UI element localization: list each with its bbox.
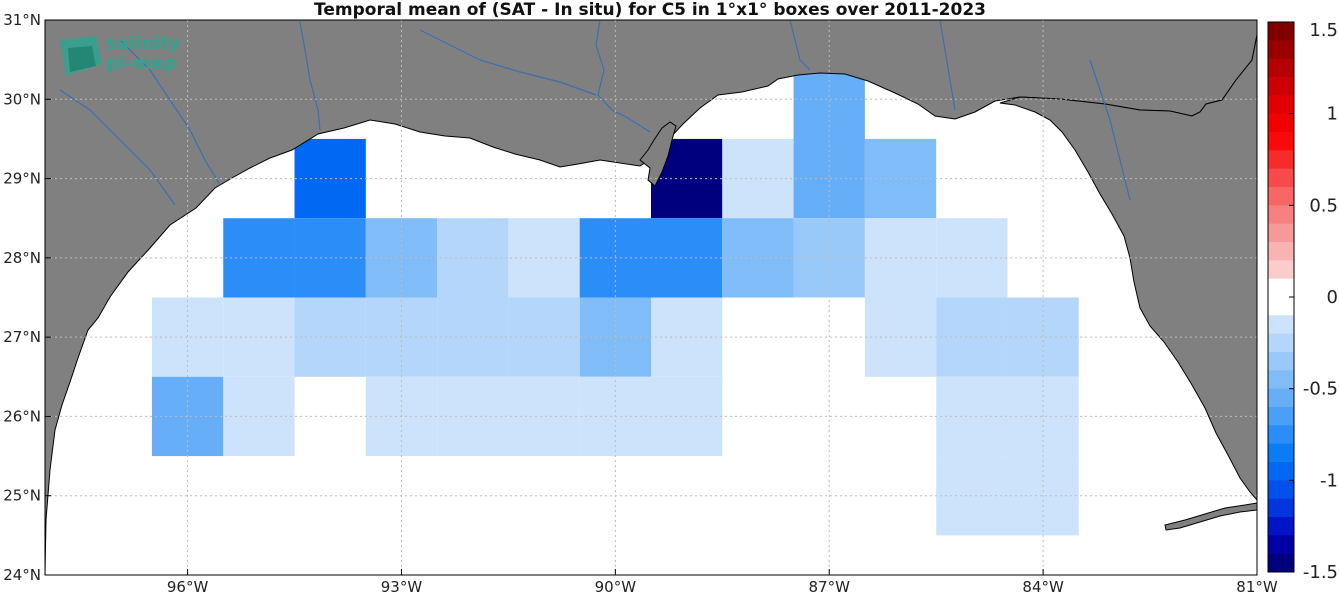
colorbar-tick-label: 0.5: [1309, 195, 1338, 216]
heatmap-cell: [223, 218, 295, 298]
colorbar-swatch: [1268, 22, 1294, 41]
colorbar-swatch: [1268, 113, 1294, 133]
colorbar-swatch: [1268, 388, 1294, 408]
land-mississippi-delta: [639, 121, 677, 187]
colorbar-swatch: [1268, 242, 1294, 261]
colorbar-swatch: [1268, 223, 1294, 243]
logo-text-line2: pi-mep: [106, 53, 177, 74]
river-brazos: [119, 39, 221, 186]
river-suwannee: [1089, 59, 1131, 201]
heatmap-cell: [722, 218, 794, 298]
river-sabine: [299, 21, 321, 131]
river-colorado: [59, 89, 176, 206]
y-tick-label: 30°N: [3, 90, 41, 108]
river-mississippi: [595, 20, 651, 133]
x-tick-label: 81°W: [1236, 578, 1278, 594]
colorbar-swatch: [1268, 480, 1294, 500]
x-tick-label: 96°W: [167, 578, 209, 594]
y-tick-label: 24°N: [3, 566, 41, 584]
colorbar-swatch: [1268, 278, 1294, 298]
heatmap-cell: [508, 297, 580, 377]
heatmap-cell: [437, 218, 509, 298]
logo-text-line1: salinity: [106, 33, 181, 54]
heatmap-cell: [151, 297, 224, 377]
colorbar-swatch: [1268, 187, 1294, 206]
river-red: [419, 29, 597, 96]
colorbar-swatch: [1268, 132, 1294, 151]
x-tick-label: 93°W: [381, 578, 423, 594]
salinity-pi-mep-logo: salinity pi-mep: [58, 34, 188, 82]
colorbar-swatch: [1268, 462, 1294, 481]
y-tick-label: 29°N: [3, 170, 41, 188]
y-tick-label: 28°N: [3, 249, 41, 267]
colorbar-tick-label: -1: [1320, 470, 1338, 491]
colorbar-swatch: [1268, 370, 1294, 390]
map-frame: [44, 19, 1258, 576]
heatmap-cell: [223, 297, 295, 377]
river-alabama: [789, 20, 811, 71]
colorbar-swatch: [1268, 95, 1294, 115]
chart-title: Temporal mean of (SAT - In situ) for C5 …: [314, 0, 986, 20]
colorbar-tick-label: -0.5: [1303, 379, 1338, 400]
y-tick-label: 25°N: [3, 487, 41, 505]
colorbar-swatch: [1268, 498, 1294, 518]
colorbar-swatch: [1268, 205, 1294, 225]
heatmap-cell: [437, 297, 509, 377]
y-tick-label: 26°N: [3, 407, 41, 425]
colorbar-swatch: [1268, 315, 1294, 335]
heatmap-cell: [1007, 297, 1079, 377]
colorbar-swatch: [1268, 517, 1294, 536]
logo-icon: [60, 36, 102, 76]
heatmap-cell: [223, 376, 295, 457]
colorbar-swatch: [1268, 407, 1294, 426]
colorbar-swatch: [1268, 77, 1294, 96]
colorbar-swatch: [1268, 352, 1294, 371]
colorbar-tick-label: 1.5: [1309, 20, 1338, 41]
colorbar-tick-label: 1: [1327, 104, 1338, 125]
colorbar-swatch: [1268, 443, 1294, 463]
x-tick-label: 87°W: [809, 578, 851, 594]
land-keys: [1164, 502, 1257, 531]
colorbar-tick-label: -1.5: [1303, 562, 1338, 583]
river-apalachicola: [939, 20, 956, 111]
colorbar-swatch: [1268, 297, 1294, 316]
x-tick-label: 84°W: [1022, 578, 1064, 594]
heatmap-cell: [508, 218, 580, 298]
land-florida: [999, 20, 1257, 501]
y-tick-label: 27°N: [3, 328, 41, 346]
colorbar-swatch: [1268, 58, 1294, 78]
colorbar-tick-label: 0: [1327, 287, 1338, 308]
heatmap-cell: [722, 138, 794, 219]
colorbar-swatch: [1268, 425, 1294, 445]
colorbar-swatch: [1268, 535, 1294, 555]
heatmap-cell: [508, 376, 580, 457]
colorbar-swatch: [1268, 333, 1294, 353]
colorbar-swatch: [1268, 40, 1294, 60]
colorbar-swatch: [1268, 168, 1294, 188]
x-tick-label: 90°W: [595, 578, 637, 594]
heatmap-cell: [793, 59, 865, 219]
heatmap-cell: [437, 376, 509, 457]
colorbar-swatch: [1268, 553, 1294, 573]
y-tick-label: 31°N: [3, 11, 41, 29]
colorbar-swatch: [1268, 150, 1294, 170]
colorbar-swatch: [1268, 260, 1294, 280]
